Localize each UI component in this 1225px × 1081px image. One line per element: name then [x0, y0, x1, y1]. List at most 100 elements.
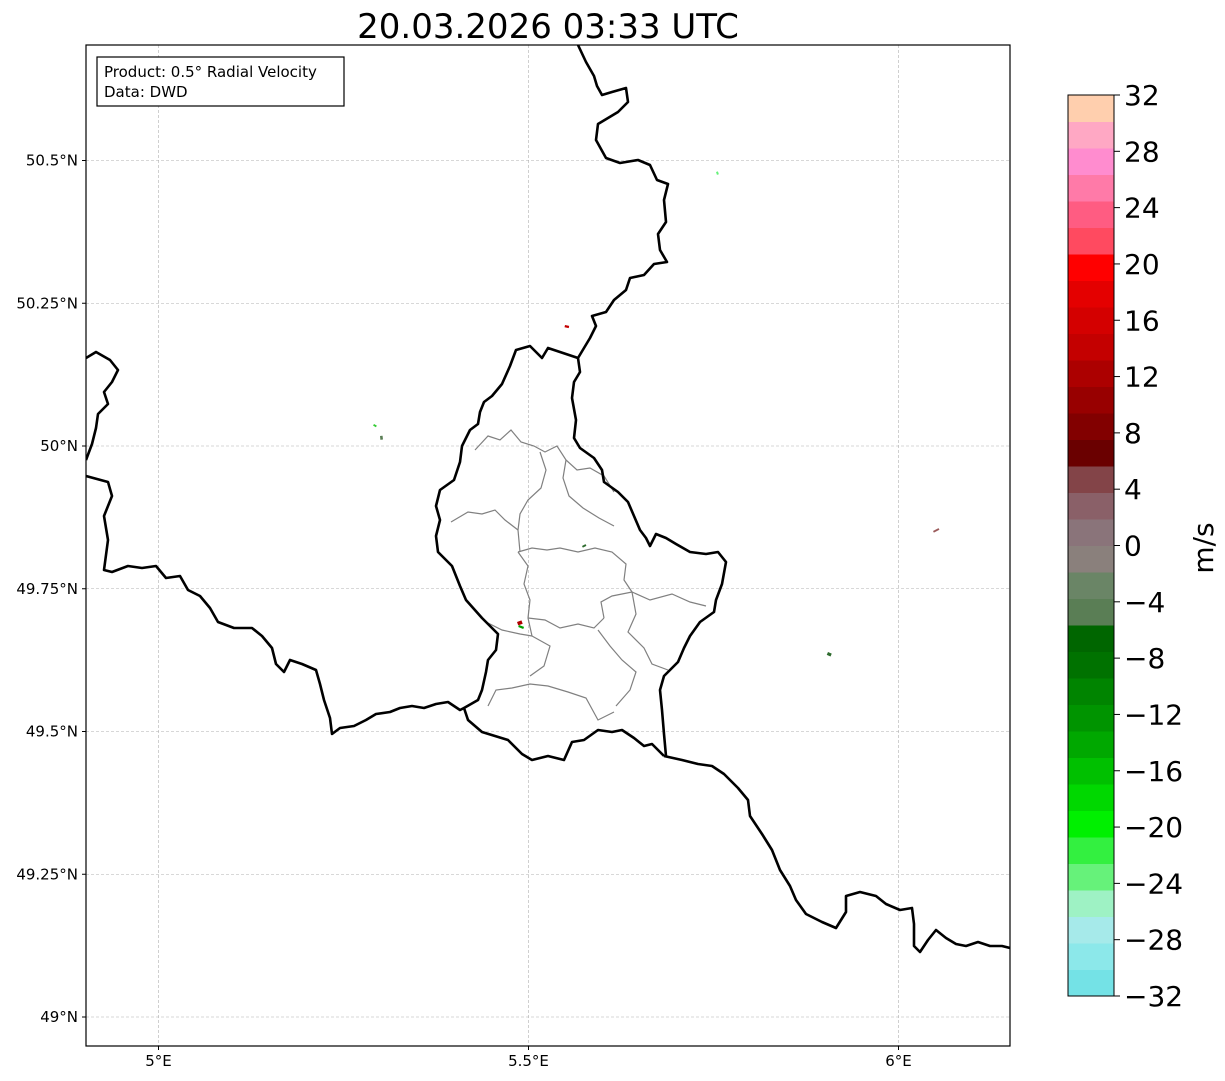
echo-pixel	[932, 528, 940, 533]
colorbar-tick-label: −28	[1124, 924, 1183, 957]
colorbar-cell	[1068, 810, 1114, 838]
colorbar-cell	[1068, 148, 1114, 175]
admin-boundary-redange	[517, 551, 531, 619]
admin-boundaries	[450, 429, 707, 721]
colorbar-tick-label: −20	[1124, 811, 1183, 844]
colorbar-tick-label: 16	[1124, 304, 1160, 337]
info-data-source-text: Data: DWD	[104, 83, 188, 101]
echo-pixel	[379, 435, 383, 440]
colorbar-cell	[1068, 969, 1114, 997]
colorbar-cell	[1068, 731, 1114, 758]
y-tick-label: 49°N	[40, 1008, 78, 1026]
x-tick-label: 5.5°E	[508, 1052, 549, 1070]
colorbar-unit-label: m/s	[1187, 522, 1220, 573]
border-luxembourg	[434, 344, 665, 762]
y-tick-label: 49.5°N	[26, 723, 78, 741]
colorbar-cell	[1068, 333, 1114, 361]
admin-boundary-north	[474, 429, 615, 493]
colorbar-cell	[1068, 598, 1114, 626]
colorbar-cell	[1068, 890, 1114, 917]
colorbar-tick-label: 0	[1124, 530, 1142, 563]
info-box: Product: 0.5° Radial Velocity Data: DWD	[96, 56, 345, 107]
map-frame	[85, 44, 1011, 1047]
map-background	[86, 45, 1010, 1046]
colorbar-cell	[1068, 121, 1114, 149]
admin-boundary-vianden	[562, 459, 615, 527]
colorbar-cell	[1068, 201, 1114, 228]
admin-boundary-mersch	[527, 617, 605, 629]
colorbar-tick-label: −32	[1124, 980, 1183, 1013]
admin-boundary-remich	[597, 629, 637, 707]
colorbar-cell	[1068, 386, 1114, 414]
colorbar-cell	[1068, 227, 1114, 255]
colorbar-tick-label: −24	[1124, 867, 1183, 900]
border-france-belgium	[86, 474, 465, 736]
echo-pixel	[826, 652, 832, 657]
info-box-frame	[96, 56, 345, 107]
colorbar-cell	[1068, 254, 1114, 281]
colorbar-cell	[1068, 757, 1114, 785]
border-belgium-germany	[570, 45, 728, 757]
colorbar-cell	[1068, 280, 1114, 308]
colorbar-tick-label: 20	[1124, 248, 1160, 281]
colorbar-tick-label: −12	[1124, 698, 1183, 731]
colorbar-cell	[1068, 625, 1114, 652]
colorbar-tick-label: −4	[1124, 586, 1165, 619]
x-tick-label: 6°E	[885, 1052, 912, 1070]
colorbar-cell	[1068, 439, 1114, 467]
country-borders	[86, 45, 1010, 954]
admin-boundary-wiltz	[450, 509, 519, 531]
echo-pixel	[373, 424, 377, 428]
colorbar-tick-label: −8	[1124, 642, 1165, 675]
colorbar-cell	[1068, 519, 1114, 546]
echo-pixel	[564, 325, 570, 329]
colorbar-tick-label: 24	[1124, 192, 1160, 225]
y-axis-ticks: 49°N 49.25°N 49.5°N 49.75°N 50°N 50.25°N 50.5°…	[16, 152, 86, 1026]
admin-boundary-diekirch	[517, 547, 633, 593]
colorbar-cell	[1068, 943, 1114, 970]
colorbar-cell	[1068, 651, 1114, 679]
colorbar-cell	[1068, 863, 1114, 891]
admin-boundary-echternach	[600, 591, 707, 619]
admin-boundary-capellen	[485, 621, 533, 637]
y-tick-label: 49.25°N	[16, 865, 78, 883]
border-northwest	[86, 350, 120, 461]
colorbar-cell	[1068, 360, 1114, 387]
colorbar-cell	[1068, 545, 1114, 573]
colorbar-cell	[1068, 413, 1114, 440]
colorbar-cell	[1068, 837, 1114, 864]
y-tick-label: 50.5°N	[26, 152, 78, 170]
x-axis-ticks: 5°E5.5°E6°E6.5°E7°E	[145, 1046, 912, 1070]
colorbar-cell	[1068, 784, 1114, 811]
info-product-text: Product: 0.5° Radial Velocity	[104, 63, 317, 81]
admin-boundary-esch	[487, 683, 615, 721]
figure-title: 20.03.2026 03:33 UTC	[357, 7, 739, 47]
colorbar: −32 −28 −24 −20 −16 −12 −8 −4 0 4 8 12 16 20 24 28 32 m/…	[1067, 79, 1220, 1013]
colorbar-tick-label: 8	[1124, 417, 1142, 450]
echo-pixel	[518, 625, 525, 629]
colorbar-tick-label: −16	[1124, 755, 1183, 788]
colorbar-cell	[1068, 95, 1114, 122]
y-tick-label: 50°N	[40, 437, 78, 455]
echo-pixel	[716, 171, 719, 175]
colorbar-cell	[1068, 572, 1114, 599]
echo-pixel	[582, 544, 587, 548]
map-axes: 5°E5.5°E6°E6.5°E7°E 49°N49.25°N49.5°N49.…	[16, 44, 1011, 1070]
colorbar-tick-label: 28	[1124, 135, 1160, 168]
echo-pixel	[516, 620, 523, 626]
colorbar-tick-label: 12	[1124, 361, 1160, 394]
colorbar-cell	[1068, 466, 1114, 493]
colorbar-cell	[1068, 492, 1114, 520]
admin-boundary-grevenmacher	[627, 591, 669, 671]
colorbar-cell	[1068, 678, 1114, 705]
y-tick-label: 50.25°N	[16, 294, 78, 312]
colorbar-tick-label: 4	[1124, 473, 1142, 506]
x-tick-label: 5°E	[145, 1052, 172, 1070]
border-france-germany	[663, 754, 1010, 954]
colorbar-ticks: −32 −28 −24 −20 −16 −12 −8 −4 0 4 8 12 16 20 24 28 32	[1114, 79, 1183, 1013]
radar-velocity-echoes	[373, 171, 940, 657]
colorbar-cell	[1068, 174, 1114, 202]
map-layers	[86, 45, 1010, 954]
colorbar-cells	[1068, 95, 1114, 997]
